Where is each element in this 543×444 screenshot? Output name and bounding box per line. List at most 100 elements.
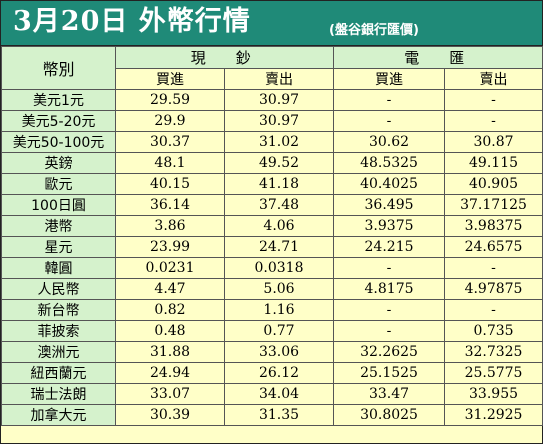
- tt-sell-value: -: [444, 110, 543, 132]
- currency-name: 新台幣: [1, 299, 116, 321]
- cash-sell-value: 4.06: [223, 215, 335, 237]
- tt-sell-value: 40.905: [444, 173, 543, 195]
- cash-sell-value: 33.06: [223, 341, 335, 363]
- cash-sell-value: 34.04: [223, 383, 335, 405]
- telegraphic-transfer-group-header: 電 匯: [333, 46, 543, 69]
- tt-buy-value: -: [333, 110, 446, 132]
- tt-sell-value: 30.87: [444, 131, 543, 153]
- tt-buy-header: 買進: [333, 68, 446, 90]
- cash-buy-value: 29.59: [115, 89, 225, 111]
- cash-sell-header: 賣出: [223, 68, 335, 90]
- tt-sell-value: -: [444, 299, 543, 321]
- cash-buy-value: 33.07: [115, 383, 225, 405]
- tt-buy-value: 24.215: [333, 236, 446, 258]
- tt-buy-value: 48.5325: [333, 152, 446, 174]
- tt-sell-value: 4.97875: [444, 278, 543, 300]
- currency-name: 美元50-100元: [1, 131, 116, 153]
- cash-sell-value: 30.97: [223, 89, 335, 111]
- cash-sell-value: 41.18: [223, 173, 335, 195]
- tt-sell-value: 49.115: [444, 152, 543, 174]
- table-row: 美元5-20元 29.9 30.97- -: [1, 110, 543, 132]
- currency-name: 菲披索: [1, 320, 116, 342]
- table-row: 歐元 40.15 41.18 40.4025 40.905: [1, 173, 543, 195]
- cash-buy-value: 3.86: [115, 215, 225, 237]
- cash-buy-value: 23.99: [115, 236, 225, 258]
- currency-name: 韓圓: [1, 257, 116, 279]
- cash-buy-value: 29.9: [115, 110, 225, 132]
- tt-buy-value: 3.9375: [333, 215, 446, 237]
- table-row: 加拿大元 30.39 31.35 30.8025 31.2925: [1, 404, 543, 426]
- table-row: 美元50-100元 30.37 31.02 30.62 30.87: [1, 131, 543, 153]
- currency-name: 加拿大元: [1, 404, 116, 426]
- currency-name: 星元: [1, 236, 116, 258]
- tt-buy-value: -: [333, 320, 446, 342]
- title-banner: 3月20日 外幣行情 (盤谷銀行匯價): [1, 1, 542, 46]
- tt-buy-value: 25.1525: [333, 362, 446, 384]
- cash-sell-value: 30.97: [223, 110, 335, 132]
- cash-buy-value: 31.88: [115, 341, 225, 363]
- tt-sell-value: 31.2925: [444, 404, 543, 426]
- cash-sell-value: 24.71: [223, 236, 335, 258]
- currency-name: 美元5-20元: [1, 110, 116, 132]
- cash-buy-value: 0.82: [115, 299, 225, 321]
- tt-buy-value: 30.8025: [333, 404, 446, 426]
- currency-column-header: 幣別: [1, 46, 116, 90]
- currency-name: 人民幣: [1, 278, 116, 300]
- table-row: 瑞士法朗 33.07 34.04 33.47 33.955: [1, 383, 543, 405]
- tt-sell-value: 24.6575: [444, 236, 543, 258]
- bank-source-label: (盤谷銀行匯價): [329, 23, 419, 38]
- exchange-rate-table: 幣別 現 鈔 電 匯 買進 賣出 買進 賣出 美元1元 29.59 30.97- - 美…: [1, 46, 543, 426]
- currency-name: 歐元: [1, 173, 116, 195]
- tt-buy-value: 30.62: [333, 131, 446, 153]
- cash-sell-value: 31.02: [223, 131, 335, 153]
- tt-buy-value: -: [333, 299, 446, 321]
- table-row: 菲披索 0.48 0.77-0.735: [1, 320, 543, 342]
- currency-name: 瑞士法朗: [1, 383, 116, 405]
- cash-buy-value: 40.15: [115, 173, 225, 195]
- tt-sell-value: 3.98375: [444, 215, 543, 237]
- table-row: 港幣 3.86 4.06 3.9375 3.98375: [1, 215, 543, 237]
- cash-sell-value: 49.52: [223, 152, 335, 174]
- tt-buy-value: 33.47: [333, 383, 446, 405]
- tt-sell-value: -: [444, 257, 543, 279]
- currency-name: 美元1元: [1, 89, 116, 111]
- tt-sell-value: 37.17125: [444, 194, 543, 216]
- cash-buy-value: 0.48: [115, 320, 225, 342]
- tt-sell-value: 0.735: [444, 320, 543, 342]
- currency-name: 澳洲元: [1, 341, 116, 363]
- cash-sell-value: 1.16: [223, 299, 335, 321]
- table-row: 澳洲元 31.88 33.06 32.2625 32.7325: [1, 341, 543, 363]
- table-row: 韓圓 0.0231 0.0318- -: [1, 257, 543, 279]
- cash-buy-value: 30.39: [115, 404, 225, 426]
- currency-name: 港幣: [1, 215, 116, 237]
- tt-sell-value: -: [444, 89, 543, 111]
- table-row: 英鎊 48.1 49.52 48.5325 49.115: [1, 152, 543, 174]
- cash-sell-value: 31.35: [223, 404, 335, 426]
- cash-buy-value: 30.37: [115, 131, 225, 153]
- cash-sell-value: 5.06: [223, 278, 335, 300]
- cash-buy-header: 買進: [115, 68, 225, 90]
- tt-buy-value: -: [333, 89, 446, 111]
- tt-buy-value: 4.8175: [333, 278, 446, 300]
- table-row: 人民幣 4.47 5.06 4.8175 4.97875: [1, 278, 543, 300]
- cash-buy-value: 36.14: [115, 194, 225, 216]
- table-row: 星元 23.99 24.71 24.215 24.6575: [1, 236, 543, 258]
- currency-name: 100日圓: [1, 194, 116, 216]
- cash-sell-value: 0.77: [223, 320, 335, 342]
- cash-group-header: 現 鈔: [114, 46, 335, 69]
- tt-buy-value: 36.495: [333, 194, 446, 216]
- table-row: 紐西蘭元 24.94 26.12 25.1525 25.5775: [1, 362, 543, 384]
- cash-buy-value: 4.47: [115, 278, 225, 300]
- tt-buy-value: -: [333, 257, 446, 279]
- table-row: 100日圓 36.14 37.48 36.495 37.17125: [1, 194, 543, 216]
- tt-sell-value: 32.7325: [444, 341, 543, 363]
- tt-sell-header: 賣出: [444, 68, 543, 90]
- cash-buy-value: 48.1: [115, 152, 225, 174]
- cash-buy-value: 0.0231: [115, 257, 225, 279]
- currency-name: 紐西蘭元: [1, 362, 116, 384]
- cash-sell-value: 37.48: [223, 194, 335, 216]
- rate-rows: 美元1元 29.59 30.97- - 美元5-20元 29.9 30.97- - 美元50-1…: [1, 89, 543, 426]
- cash-sell-value: 0.0318: [223, 257, 335, 279]
- currency-name: 英鎊: [1, 152, 116, 174]
